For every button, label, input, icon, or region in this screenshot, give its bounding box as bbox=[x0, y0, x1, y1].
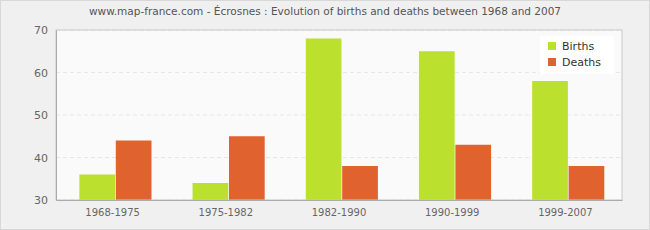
bar bbox=[532, 81, 568, 200]
grid bbox=[56, 30, 622, 200]
bars bbox=[79, 39, 604, 201]
tick: 30 bbox=[34, 194, 56, 207]
tick-label: 1968-1975 bbox=[85, 207, 140, 218]
x-axis: 1968-1975 1975-1982 1982-1990 1990-1999 1999… bbox=[57, 200, 623, 218]
tick-label: 1975-1982 bbox=[199, 207, 254, 218]
legend-label: Births bbox=[562, 40, 594, 53]
legend-swatch bbox=[548, 58, 556, 66]
title: www.map-france.com - Écrosnes : Evolutio… bbox=[89, 5, 561, 17]
bar bbox=[342, 166, 378, 200]
tick: 1990-1999 bbox=[425, 200, 480, 218]
plot: 30 40 50 60 70 1968-1975 1975-1982 1982-1990 199… bbox=[34, 24, 623, 218]
tick: 70 bbox=[34, 24, 56, 37]
legend: Births Deaths bbox=[540, 36, 614, 74]
bar bbox=[229, 136, 265, 200]
bar bbox=[116, 141, 152, 201]
legend-box bbox=[540, 36, 614, 74]
bar bbox=[569, 166, 605, 200]
plot-frame bbox=[56, 30, 622, 200]
chart: www.map-france.com - Écrosnes : Evolutio… bbox=[0, 0, 650, 230]
tick: 40 bbox=[34, 152, 56, 165]
bar bbox=[306, 39, 342, 201]
bar bbox=[419, 51, 455, 200]
tick-label: 30 bbox=[34, 194, 48, 207]
background bbox=[1, 1, 650, 230]
tick: 1975-1982 bbox=[199, 200, 254, 218]
tick-label: 40 bbox=[34, 152, 48, 165]
legend-label: Deaths bbox=[562, 56, 601, 69]
legend-swatch bbox=[548, 42, 556, 50]
bar bbox=[455, 145, 491, 200]
tick-label: 1982-1990 bbox=[312, 207, 367, 218]
tick-label: 1999-2007 bbox=[538, 207, 593, 218]
axis-line bbox=[57, 200, 623, 201]
tick-label: 60 bbox=[34, 67, 48, 80]
tick-label: 1990-1999 bbox=[425, 207, 480, 218]
tick: 1982-1990 bbox=[312, 200, 367, 218]
tick: 60 bbox=[34, 67, 56, 80]
tick: 1968-1975 bbox=[85, 200, 140, 218]
tick: 50 bbox=[34, 109, 56, 122]
tick-label: 50 bbox=[34, 109, 48, 122]
bar bbox=[79, 175, 115, 201]
tick-label: 70 bbox=[34, 24, 48, 37]
tick: 1999-2007 bbox=[538, 200, 593, 218]
y-axis: 30 40 50 60 70 bbox=[34, 24, 57, 207]
plot-area bbox=[56, 30, 622, 200]
bar bbox=[193, 183, 229, 200]
axis-line bbox=[56, 31, 57, 201]
